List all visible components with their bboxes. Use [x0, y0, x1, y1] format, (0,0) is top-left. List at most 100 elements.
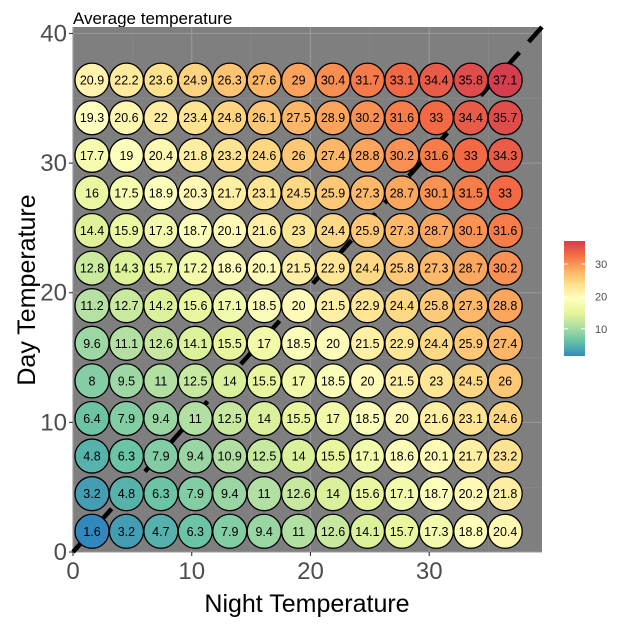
bubble-label: 30.1: [459, 224, 483, 238]
bubble-label: 14.1: [183, 337, 207, 351]
bubble-label: 12.7: [114, 299, 138, 313]
bubble-label: 23.2: [493, 450, 517, 464]
y-tick-label: 40: [40, 20, 67, 47]
bubble-label: 1.6: [83, 525, 100, 539]
bubble-label: 30.4: [321, 74, 345, 88]
bubble-label: 25.8: [424, 299, 448, 313]
bubble-label: 23: [292, 224, 306, 238]
bubble-label: 24.4: [424, 337, 448, 351]
bubble-label: 22.9: [390, 337, 414, 351]
bubble-label: 24.4: [355, 262, 379, 276]
bubble-label: 6.3: [118, 450, 135, 464]
bubble-label: 12.5: [183, 374, 207, 388]
bubble-label: 31.7: [355, 74, 379, 88]
bubble-label: 30.1: [424, 186, 448, 200]
bubble-label: 14: [292, 450, 306, 464]
bubble-label: 35.7: [493, 111, 517, 125]
bubble-label: 21.5: [390, 374, 414, 388]
bubble-label: 26.1: [252, 111, 276, 125]
bubble-label: 28.8: [493, 299, 517, 313]
bubble-label: 28.7: [390, 186, 414, 200]
bubble-label: 11: [154, 374, 167, 388]
bubble-label: 20: [326, 337, 340, 351]
bubble-label: 18.5: [286, 337, 310, 351]
bubble-label: 21.8: [183, 149, 207, 163]
legend-tick-label: 20: [595, 291, 607, 303]
bubble-label: 8: [89, 374, 96, 388]
bubble-label: 24.5: [459, 374, 483, 388]
bubble-label: 12.6: [149, 337, 173, 351]
bubble-label: 17: [257, 337, 271, 351]
x-tick-label: 10: [178, 558, 205, 585]
bubble-label: 7.9: [187, 487, 204, 501]
bubble-label: 15.6: [355, 487, 379, 501]
bubble-label: 20.1: [218, 224, 242, 238]
bubble-label: 12.6: [286, 487, 310, 501]
bubble-label: 9.4: [255, 525, 272, 539]
bubble-label: 22: [154, 111, 168, 125]
bubble-label: 15.7: [149, 262, 173, 276]
bubble-label: 22.9: [355, 299, 379, 313]
bubble-label: 24.6: [493, 412, 517, 426]
bubble-label: 25.9: [355, 224, 379, 238]
bubble-label: 23: [429, 374, 443, 388]
bubble-label: 18.7: [183, 224, 207, 238]
bubble-label: 21.5: [355, 337, 379, 351]
bubble-label: 21.6: [424, 412, 448, 426]
bubble-label: 21.7: [218, 186, 242, 200]
bubble-label: 18.9: [149, 186, 173, 200]
bubble-label: 14: [257, 412, 271, 426]
bubble-label: 34.4: [459, 111, 483, 125]
bubble-label: 17.1: [390, 487, 414, 501]
bubble-label: 17.3: [149, 224, 173, 238]
bubble-label: 4.8: [83, 450, 100, 464]
bubble-label: 3.2: [83, 487, 100, 501]
bubble-label: 28.7: [424, 224, 448, 238]
y-tick-label: 0: [54, 539, 67, 566]
bubble-label: 21.7: [459, 450, 483, 464]
chart-title: Average temperature: [73, 9, 232, 28]
bubble-label: 37.1: [493, 74, 517, 88]
bubble-label: 15.6: [183, 299, 207, 313]
bubble: [487, 438, 523, 474]
bubble-label: 6.3: [152, 487, 169, 501]
x-axis-ticks: 0 10 20 30: [66, 552, 443, 585]
bubble-label: 11.2: [80, 299, 103, 313]
bubble-label: 17.7: [80, 149, 104, 163]
color-legend: 10 20 30: [564, 241, 607, 356]
bubble: [487, 212, 523, 249]
bubble-label: 27.6: [252, 74, 276, 88]
bubble-label: 15.5: [286, 412, 310, 426]
legend-ticks: 10 20 30: [564, 259, 607, 336]
bubble-label: 6.3: [187, 525, 204, 539]
y-axis-ticks: 0 10 20 30 40: [40, 20, 73, 566]
bubble-label: 33.1: [390, 74, 414, 88]
bubble-label: 24.6: [252, 149, 276, 163]
bubble-label: 34.4: [424, 74, 448, 88]
x-tick-label: 30: [416, 558, 443, 585]
bubble-label: 17: [292, 374, 306, 388]
bubble-label: 21.8: [493, 487, 517, 501]
x-tick-label: 0: [66, 558, 79, 585]
bubble: [487, 137, 523, 173]
y-axis-title: Day Temperature: [13, 194, 41, 385]
bubble-label: 26: [498, 374, 512, 388]
bubble: [487, 250, 523, 286]
bubble-label: 3.2: [118, 525, 135, 539]
bubble-label: 12.5: [218, 412, 242, 426]
bubble-label: 31.6: [424, 149, 448, 163]
bubble-label: 21.5: [321, 299, 345, 313]
bubble-label: 20.6: [114, 111, 138, 125]
bubble-label: 11: [189, 412, 202, 426]
bubble-label: 28.7: [459, 262, 483, 276]
bubble-label: 20.4: [493, 525, 517, 539]
bubble: [487, 100, 523, 136]
y-tick-label: 20: [40, 280, 67, 307]
bubble-label: 11.1: [115, 337, 138, 351]
bubble-label: 17: [326, 412, 340, 426]
bubble-label: 19: [119, 149, 133, 163]
bubble-label: 14.1: [355, 525, 379, 539]
bubble-label: 24.4: [390, 299, 414, 313]
bubble-label: 27.3: [355, 186, 379, 200]
bubble-label: 18.5: [321, 374, 345, 388]
